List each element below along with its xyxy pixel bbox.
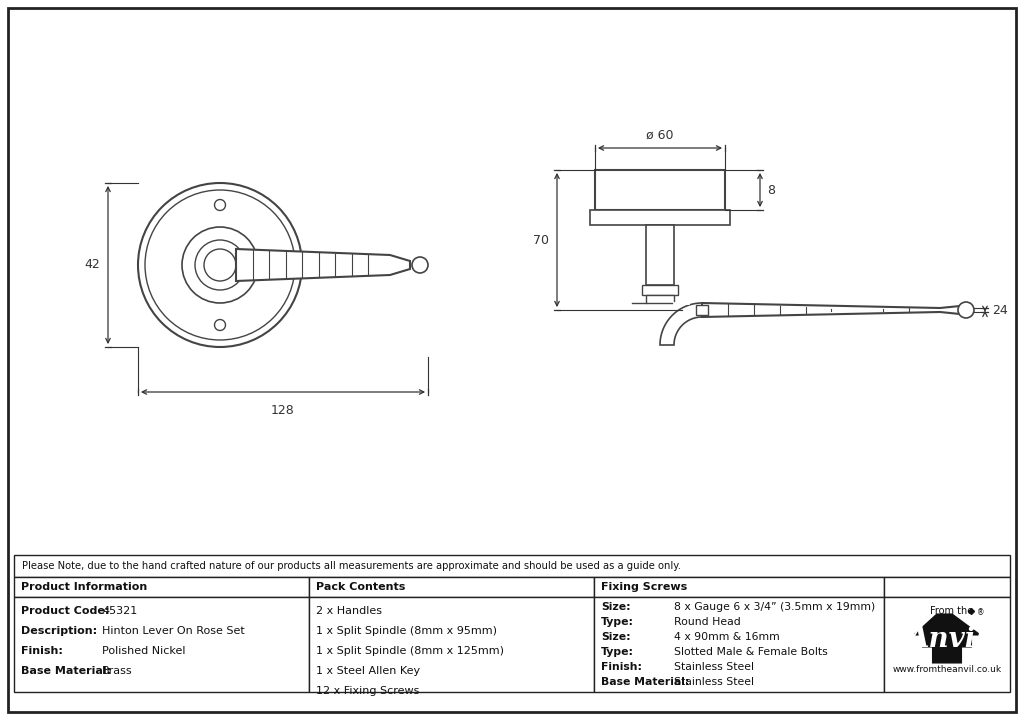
Text: From the: From the [931,606,974,616]
Bar [696,305,708,315]
Polygon shape [915,614,979,662]
Text: Description:: Description: [22,626,97,636]
Bar [642,285,678,295]
Bar [646,295,674,303]
Text: 2 x Handles: 2 x Handles [316,606,382,616]
Text: 70: 70 [534,233,549,246]
Polygon shape [236,249,410,281]
Text: Base Material:: Base Material: [22,666,112,676]
Text: Product Information: Product Information [22,582,147,592]
Text: 4 x 90mm & 16mm: 4 x 90mm & 16mm [674,632,779,642]
Bar [14,555,1010,577]
Text: Stainless Steel: Stainless Steel [674,677,754,687]
Text: 1 x Steel Allen Key: 1 x Steel Allen Key [316,666,420,676]
Circle shape [214,320,225,330]
Text: 45321: 45321 [102,606,137,616]
Circle shape [958,302,974,318]
Circle shape [214,199,225,210]
Bar [884,577,1010,597]
Text: Round Head: Round Head [674,617,740,627]
Text: 42: 42 [84,258,100,271]
Text: 8: 8 [767,184,775,197]
Text: Finish:: Finish: [601,662,642,672]
Text: 12 x Fixing Screws: 12 x Fixing Screws [316,686,420,696]
Text: Please Note, due to the hand crafted nature of our products all measurements are: Please Note, due to the hand crafted nat… [22,561,681,571]
Text: Fixing Screws: Fixing Screws [601,582,687,592]
Bar [646,225,674,285]
Bar [14,577,309,597]
Circle shape [138,183,302,347]
Text: 8 x Gauge 6 x 3/4” (3.5mm x 19mm): 8 x Gauge 6 x 3/4” (3.5mm x 19mm) [674,602,876,612]
Text: Type:: Type: [601,617,634,627]
Text: www.fromtheanvil.co.uk: www.fromtheanvil.co.uk [893,665,1001,674]
Text: 24: 24 [992,304,1008,317]
Bar [309,577,594,597]
Text: Type:: Type: [601,647,634,657]
Bar [309,597,594,692]
Text: Size:: Size: [601,632,631,642]
Circle shape [412,257,428,273]
Text: Product Code:: Product Code: [22,606,110,616]
Polygon shape [660,303,702,345]
Text: ®: ® [977,608,984,618]
Bar [884,597,1010,692]
Text: Size:: Size: [601,602,631,612]
Text: 1 x Split Spindle (8mm x 95mm): 1 x Split Spindle (8mm x 95mm) [316,626,497,636]
Text: Hinton Lever On Rose Set: Hinton Lever On Rose Set [102,626,245,636]
Text: Base Material:: Base Material: [601,677,689,687]
Bar [590,210,730,225]
Bar [594,577,884,597]
Bar [14,597,309,692]
Bar [595,170,725,210]
Text: Pack Contents: Pack Contents [316,582,406,592]
Text: ø 60: ø 60 [646,129,674,142]
Text: Anvil: Anvil [907,626,986,653]
Text: Stainless Steel: Stainless Steel [674,662,754,672]
Polygon shape [702,303,961,317]
Text: 1 x Split Spindle (8mm x 125mm): 1 x Split Spindle (8mm x 125mm) [316,646,504,656]
Text: Slotted Male & Female Bolts: Slotted Male & Female Bolts [674,647,827,657]
Text: Polished Nickel: Polished Nickel [102,646,185,656]
Bar [594,597,884,692]
Text: 128: 128 [271,404,295,417]
Text: Brass: Brass [102,666,133,676]
Text: Finish:: Finish: [22,646,62,656]
